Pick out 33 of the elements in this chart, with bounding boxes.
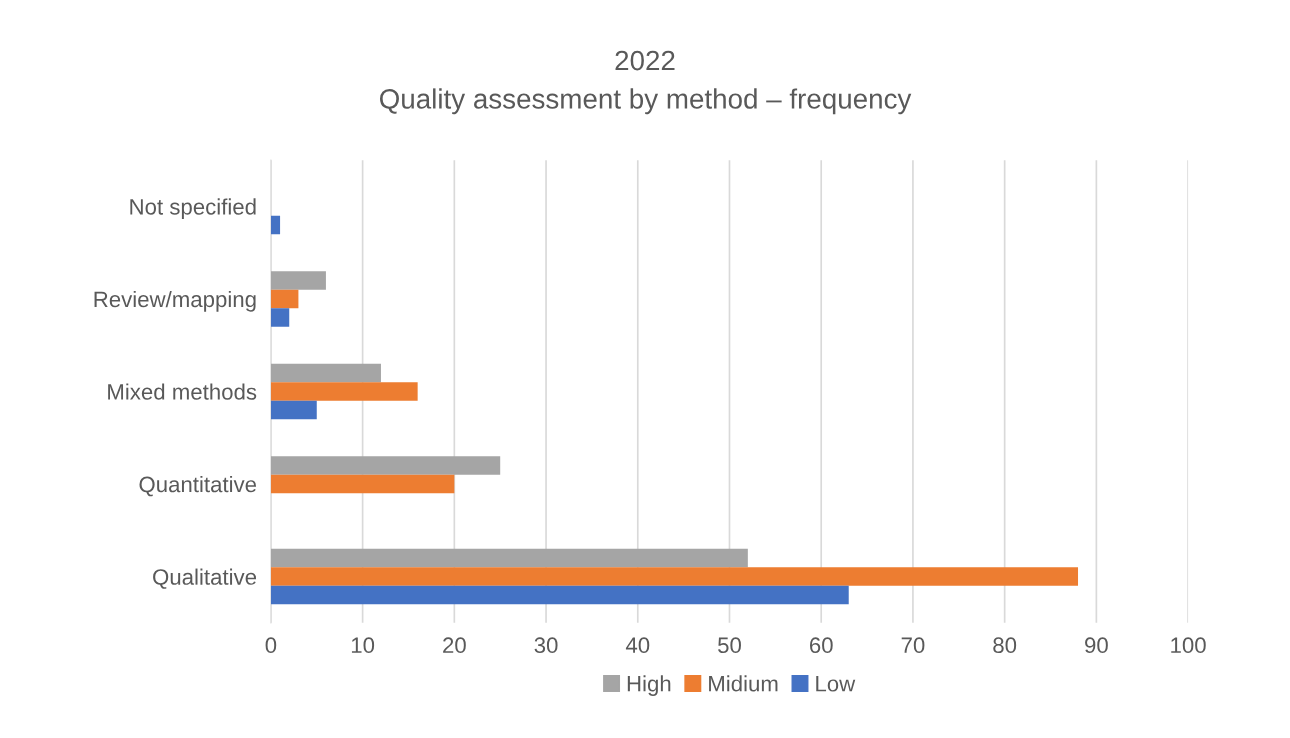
x-tick-label: 90 xyxy=(1085,637,1108,654)
bar xyxy=(270,289,299,309)
x-tick-label: 30 xyxy=(534,637,558,654)
y-tick-label: Not specified xyxy=(130,198,256,220)
x-tick-label: 50 xyxy=(718,637,741,654)
chart-title: 2022 xyxy=(615,50,675,71)
legend-label: High xyxy=(627,675,671,696)
bar xyxy=(270,474,455,494)
x-tick-label: 40 xyxy=(625,637,650,654)
x-tick-label: 0 xyxy=(265,637,277,654)
legend-label: Low xyxy=(816,676,856,692)
bar xyxy=(270,382,418,401)
y-tick-label: Qualitative xyxy=(153,568,257,589)
x-tick-label: 70 xyxy=(901,637,925,654)
legend-label: Midium xyxy=(709,675,778,692)
x-tick-label: 100 xyxy=(1171,637,1206,654)
bar xyxy=(270,548,748,568)
y-tick-label: Review/mapping xyxy=(94,290,256,312)
chart-subtitle: Quality assessment by method – frequency xyxy=(380,88,912,115)
bar xyxy=(270,400,317,420)
y-tick-label: Quantitative xyxy=(139,476,257,497)
x-tick-label: 80 xyxy=(993,637,1017,654)
bar xyxy=(270,567,1079,586)
bar xyxy=(270,456,501,475)
bar xyxy=(270,363,381,383)
bar xyxy=(270,585,849,605)
x-tick-label: 10 xyxy=(351,637,375,654)
bar xyxy=(270,271,326,290)
x-tick-label: 20 xyxy=(443,637,466,654)
bar xyxy=(270,215,281,235)
x-tick-label: 60 xyxy=(809,637,833,654)
bar xyxy=(270,308,290,327)
y-tick-label: Mixed methods xyxy=(108,383,257,400)
